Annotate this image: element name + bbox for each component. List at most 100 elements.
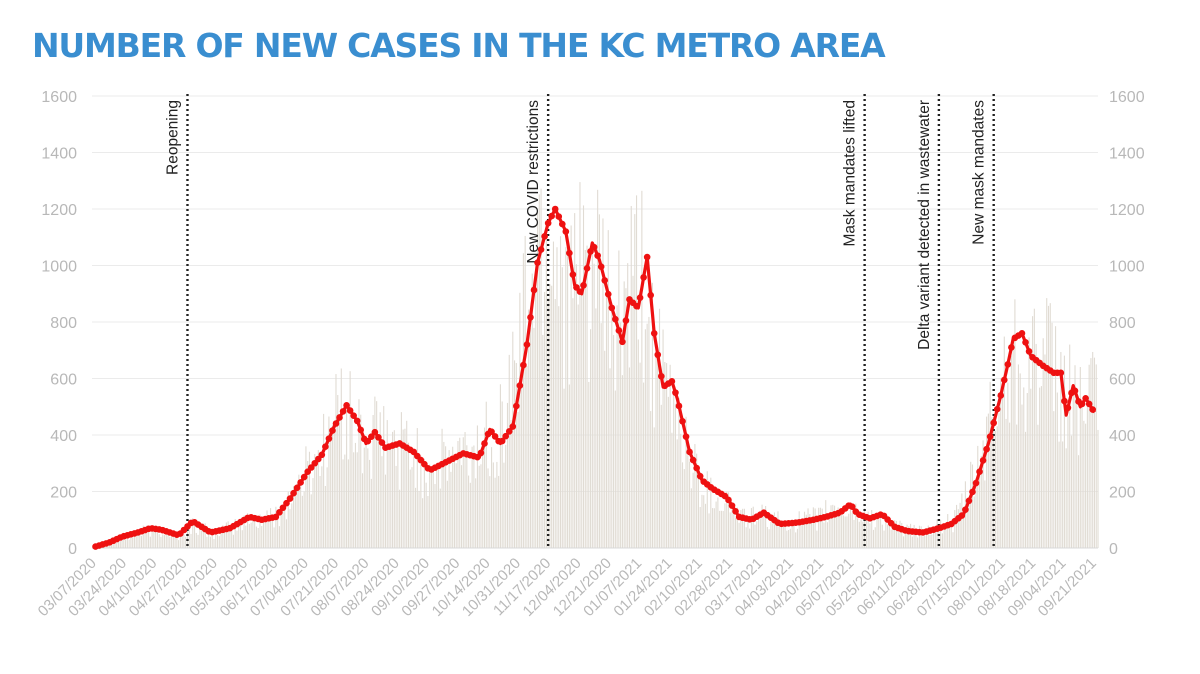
line-point xyxy=(1061,397,1068,405)
bar xyxy=(908,526,910,548)
bar xyxy=(968,499,970,548)
bar xyxy=(446,480,448,548)
bar xyxy=(885,517,887,548)
y-tick-label-right: 1200 xyxy=(1109,202,1145,219)
bar xyxy=(498,475,500,548)
bar xyxy=(712,508,714,548)
bar xyxy=(858,521,860,548)
bar xyxy=(913,524,915,548)
bar xyxy=(324,486,326,548)
bar xyxy=(229,525,231,548)
bar xyxy=(503,462,505,548)
bar xyxy=(448,450,450,548)
bar xyxy=(132,537,134,548)
bar xyxy=(261,525,263,548)
bar xyxy=(333,432,335,548)
bar xyxy=(888,520,890,548)
bar xyxy=(765,506,767,548)
bar xyxy=(282,506,284,548)
bar xyxy=(1026,393,1028,548)
bar xyxy=(551,285,553,548)
bar xyxy=(459,437,461,548)
line-point xyxy=(481,440,488,447)
bar xyxy=(568,384,570,548)
bar xyxy=(839,511,841,548)
bar xyxy=(862,521,864,548)
bar xyxy=(492,462,494,548)
line-point xyxy=(1025,348,1033,355)
bar xyxy=(1086,405,1088,548)
bar xyxy=(436,462,438,548)
bar xyxy=(250,522,252,548)
line-point xyxy=(297,479,304,486)
bar xyxy=(119,540,121,548)
bar xyxy=(639,362,641,548)
bar xyxy=(455,463,457,548)
bar xyxy=(696,453,698,548)
bar xyxy=(514,360,516,548)
bar xyxy=(437,462,440,548)
bar xyxy=(241,530,243,548)
bar xyxy=(1092,351,1094,548)
bar xyxy=(950,526,952,548)
bar xyxy=(399,489,401,548)
bar xyxy=(232,534,234,548)
bar xyxy=(952,532,954,548)
bar xyxy=(994,430,997,548)
bar xyxy=(471,446,473,548)
bar xyxy=(664,362,666,548)
series-line xyxy=(95,207,1096,549)
bar xyxy=(420,455,422,548)
line-series xyxy=(92,205,1096,550)
chart-title: NUMBER OF NEW CASES IN THE KC METRO AREA xyxy=(32,26,886,65)
line-point xyxy=(608,304,616,312)
bar xyxy=(1088,364,1090,548)
bar xyxy=(582,205,585,548)
y-tick-label-right: 0 xyxy=(1109,541,1118,558)
bar xyxy=(924,535,926,548)
bar xyxy=(390,447,392,548)
bar xyxy=(314,454,316,548)
bar xyxy=(811,520,813,548)
line-point xyxy=(958,512,966,519)
bar xyxy=(674,403,676,548)
bar xyxy=(613,335,615,548)
bar xyxy=(460,465,463,548)
line-point xyxy=(300,473,308,481)
bar xyxy=(422,498,424,548)
bar xyxy=(729,512,731,548)
bar xyxy=(634,214,636,548)
bar xyxy=(356,452,358,548)
bar xyxy=(434,484,436,548)
bar xyxy=(752,506,754,548)
bar xyxy=(494,477,496,548)
bar xyxy=(757,515,760,548)
annotation-label: Reopening xyxy=(164,100,181,175)
bar xyxy=(526,366,528,548)
bar xyxy=(878,514,880,548)
bar xyxy=(204,523,206,548)
bar xyxy=(666,363,668,548)
bar xyxy=(581,293,583,548)
bar xyxy=(719,510,721,548)
bar xyxy=(786,530,788,548)
bar xyxy=(745,527,747,548)
line-point xyxy=(1064,404,1072,412)
line-point xyxy=(1082,394,1089,402)
bar xyxy=(466,445,468,548)
bar xyxy=(855,503,857,548)
bar xyxy=(685,416,687,548)
bar xyxy=(392,431,394,548)
bar xyxy=(584,249,586,548)
bar xyxy=(1042,338,1044,548)
bar xyxy=(305,446,307,548)
bar xyxy=(906,524,908,548)
bar xyxy=(713,508,715,548)
bar xyxy=(464,432,466,548)
bar xyxy=(469,482,471,548)
bar xyxy=(197,534,199,548)
bar xyxy=(370,478,372,548)
line-point xyxy=(590,243,598,251)
bar xyxy=(892,529,894,548)
bar xyxy=(190,533,192,548)
